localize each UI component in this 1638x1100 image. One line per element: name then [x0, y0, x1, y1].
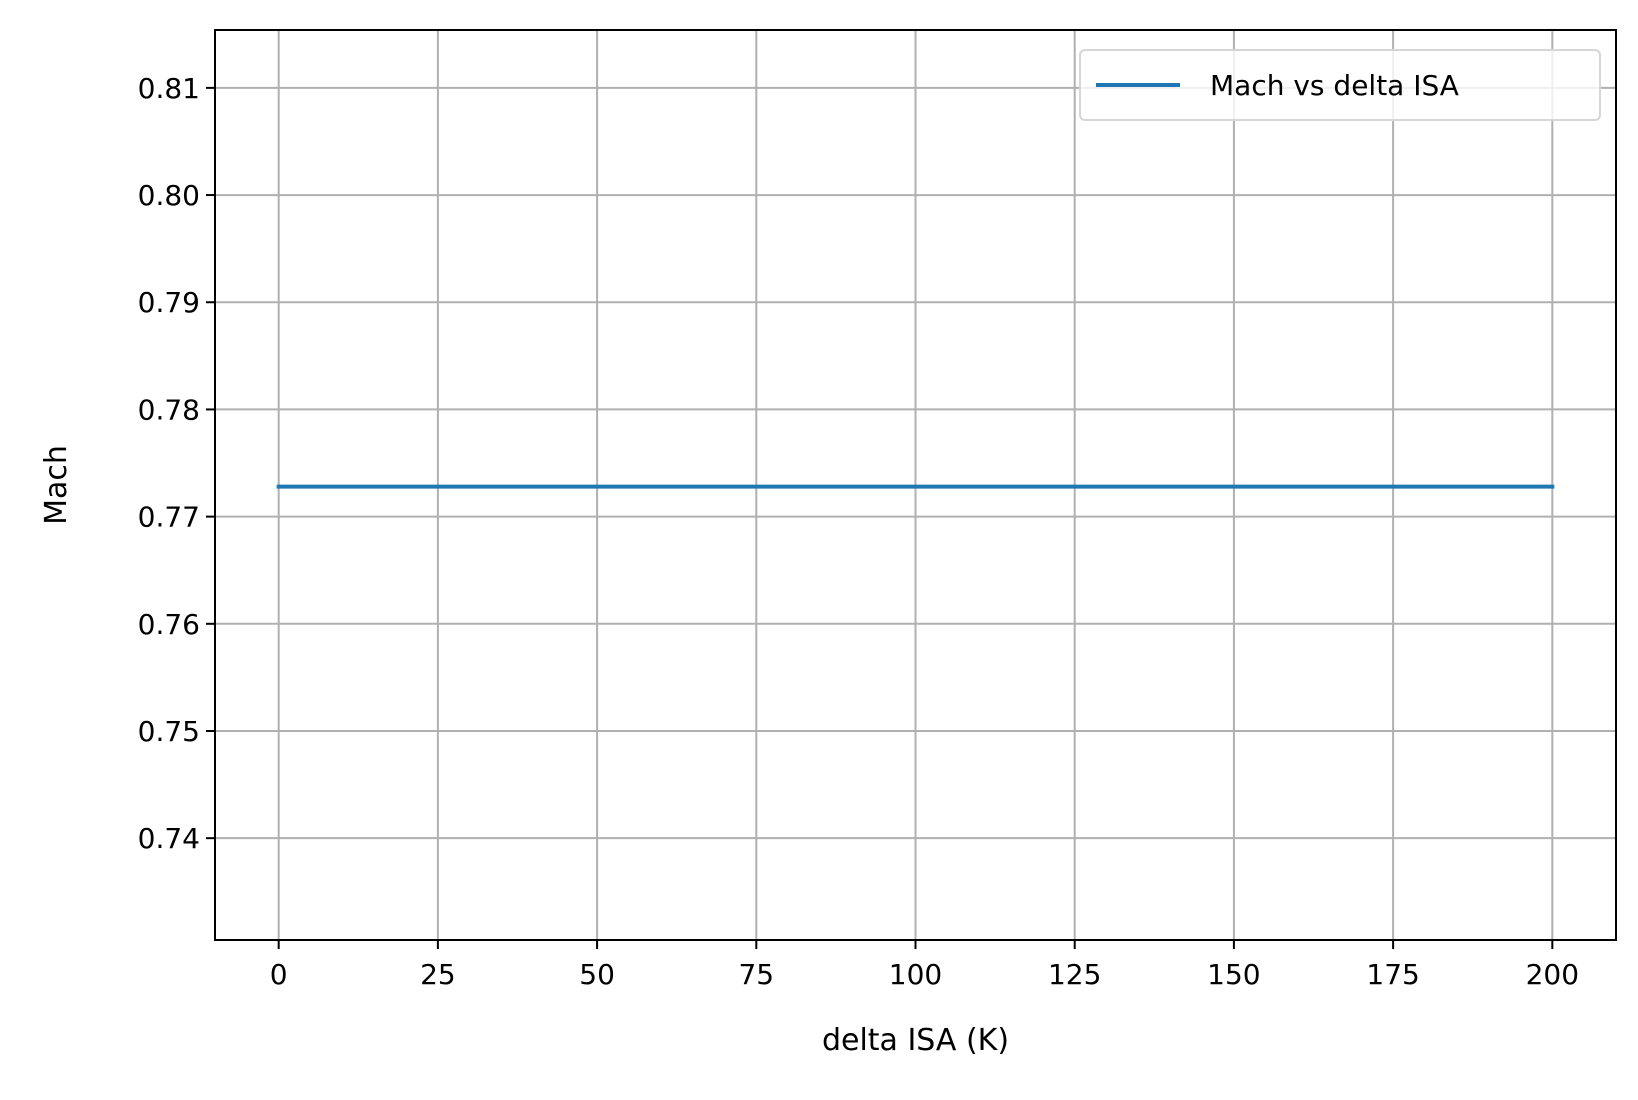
x-axis: 0 25 50 75 100 125 150 175 200	[270, 940, 1579, 991]
y-tick-label: 0.79	[138, 286, 200, 319]
legend-label: Mach vs delta ISA	[1210, 69, 1459, 102]
y-tick-label: 0.76	[138, 608, 200, 641]
x-tick-label: 175	[1366, 958, 1419, 991]
x-tick-label: 200	[1526, 958, 1579, 991]
x-tick-label: 50	[579, 958, 615, 991]
y-tick-label: 0.78	[138, 393, 200, 426]
x-tick-label: 125	[1048, 958, 1101, 991]
y-tick-label: 0.80	[138, 179, 200, 212]
y-tick-label: 0.74	[138, 822, 200, 855]
y-tick-label: 0.77	[138, 501, 200, 534]
legend-box	[1079, 49, 1601, 121]
x-tick-label: 0	[270, 958, 288, 991]
x-tick-label: 75	[738, 958, 774, 991]
y-tick-label: 0.81	[138, 72, 200, 105]
x-axis-label: delta ISA (K)	[822, 1023, 1009, 1058]
legend: Mach vs delta ISA	[1079, 49, 1601, 121]
grid	[215, 30, 1616, 940]
x-tick-label: 150	[1207, 958, 1260, 991]
y-axis-label: Mach	[39, 445, 74, 525]
y-axis: 0.74 0.75 0.76 0.77 0.78 0.79 0.80 0.81	[138, 72, 215, 855]
y-tick-label: 0.75	[138, 715, 200, 748]
x-tick-label: 25	[420, 958, 456, 991]
x-tick-label: 100	[889, 958, 942, 991]
